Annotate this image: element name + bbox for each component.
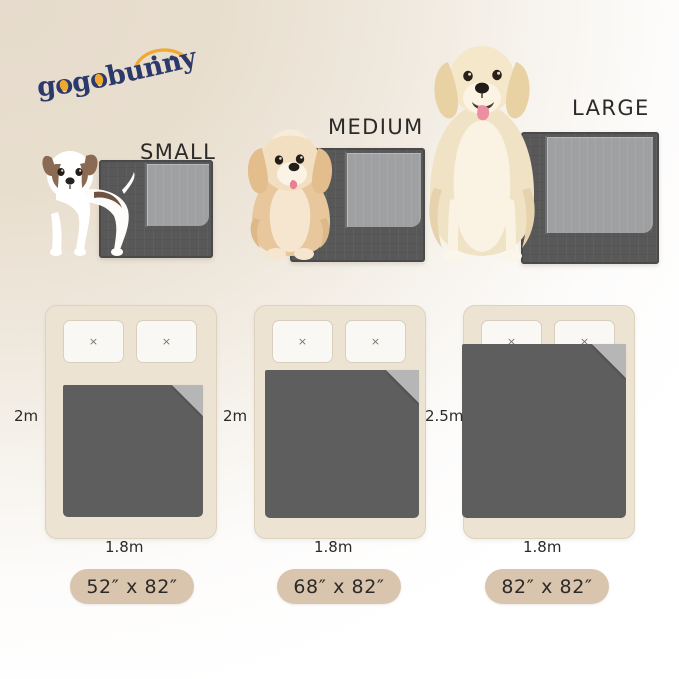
pillow-x-mark: × (297, 335, 308, 348)
bed-mat-overlay-small (63, 385, 203, 517)
size-pill-small[interactable]: 52″ x 82″ (70, 569, 194, 604)
pillow-x-mark: × (88, 335, 99, 348)
pillow-x-mark: × (370, 335, 381, 348)
size-pill-medium[interactable]: 68″ x 82″ (277, 569, 401, 604)
bed-pillow-right-small: × (136, 320, 197, 363)
mat-folded-corner-medium (347, 153, 421, 227)
dog-photo-medium-cavapoo (238, 118, 346, 264)
pillow-x-mark: × (506, 335, 517, 348)
bed-pillow-right-medium: × (345, 320, 406, 363)
mat-corner-fold-large (592, 344, 626, 378)
mat-folded-corner-large (547, 137, 653, 233)
mat-folded-corner-small (147, 164, 209, 226)
size-caption-large: LARGE (572, 96, 650, 120)
bed-height-label-large: 2.5m (425, 407, 464, 425)
product-mat-large (521, 132, 659, 264)
bed-width-label-medium: 1.8m (314, 538, 353, 556)
bed-width-label-large: 1.8m (523, 538, 562, 556)
bed-width-label-small: 1.8m (105, 538, 144, 556)
mat-border-small (99, 160, 213, 258)
mat-fold-edge-large (545, 136, 547, 234)
dog-photo-large-golden-retriever (414, 28, 550, 270)
bed-mat-overlay-medium (265, 370, 419, 518)
pillow-x-mark: × (161, 335, 172, 348)
mat-fold-edge-small (145, 163, 147, 227)
mat-corner-fold-medium (386, 370, 419, 403)
bed-pillow-left-small: × (63, 320, 124, 363)
mat-corner-fold-small (172, 385, 203, 416)
bed-frame-medium: × × (254, 305, 426, 539)
bed-mat-overlay-large (462, 344, 626, 518)
size-caption-medium: MEDIUM (328, 115, 424, 139)
svg-text:gogobunny: gogobunny (36, 42, 201, 102)
dog-photo-small-jack-russell (28, 138, 140, 264)
bed-height-label-small: 2m (14, 407, 39, 425)
bed-frame-large: × × (462, 305, 635, 539)
bed-pillow-left-medium: × (272, 320, 333, 363)
size-pill-large[interactable]: 82″ x 82″ (485, 569, 609, 604)
pillow-x-mark: × (579, 335, 590, 348)
bed-height-label-medium: 2m (223, 407, 248, 425)
gogobunny-logo: gogobunny (32, 40, 222, 102)
mat-fold-edge-medium (345, 152, 347, 228)
bed-frame-small: × × (45, 305, 217, 539)
